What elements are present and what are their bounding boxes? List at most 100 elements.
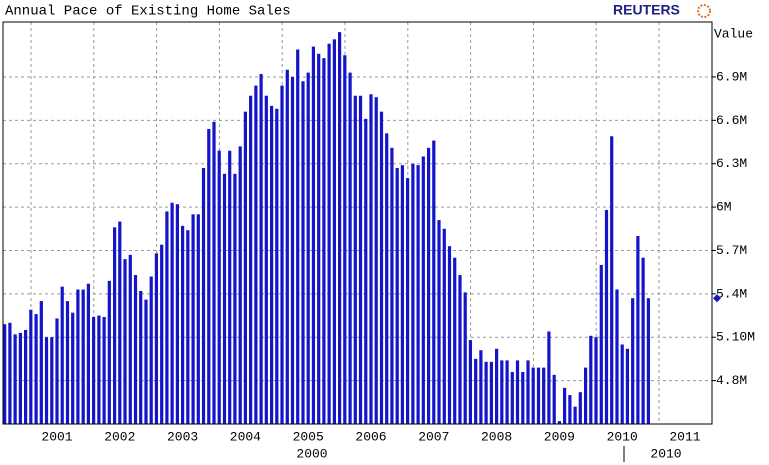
bar <box>411 163 415 425</box>
axis-label: Value <box>714 26 753 41</box>
bar <box>432 140 436 424</box>
bar <box>332 39 336 425</box>
bar <box>421 156 425 425</box>
x-tick-label: 2009 <box>544 429 575 444</box>
bar <box>447 246 452 424</box>
bar <box>97 315 101 424</box>
bar <box>290 76 295 424</box>
bar <box>536 367 541 424</box>
y-tick-label: 6.6M <box>716 113 747 128</box>
y-tick-label: 6.9M <box>716 69 747 84</box>
bar <box>144 299 148 424</box>
bar <box>369 94 373 424</box>
x-tick-label: 2002 <box>104 429 135 444</box>
bar <box>406 178 410 424</box>
bar <box>50 337 54 424</box>
bar <box>400 165 405 425</box>
bar <box>385 133 389 424</box>
plot-frame <box>2 21 713 425</box>
decade-label: 2000 <box>296 446 327 461</box>
bar <box>196 214 200 424</box>
bar <box>81 289 85 424</box>
x-tick-label: 2006 <box>355 429 386 444</box>
bar <box>563 387 567 424</box>
bar <box>453 257 457 424</box>
bar <box>515 360 520 424</box>
bar <box>186 230 190 424</box>
bar <box>269 105 274 424</box>
bar <box>212 121 216 424</box>
bar <box>631 298 635 424</box>
bar <box>348 72 352 424</box>
decade-label: 2010 <box>650 446 681 461</box>
bar <box>280 85 284 424</box>
x-tick-label: 2010 <box>607 429 638 444</box>
bar <box>86 283 91 424</box>
bar <box>374 97 378 424</box>
bar <box>233 173 237 424</box>
bar <box>468 340 473 424</box>
bar <box>604 209 609 424</box>
bar <box>510 371 514 424</box>
bar <box>92 316 96 424</box>
bar <box>494 348 499 424</box>
bar <box>573 406 577 424</box>
bar <box>71 312 75 424</box>
x-tick-label: 2001 <box>41 429 72 444</box>
bar <box>646 298 650 424</box>
bar <box>238 146 242 424</box>
bar <box>264 95 268 424</box>
bar <box>118 221 122 424</box>
bar <box>24 330 28 424</box>
bar <box>112 227 117 424</box>
bar <box>568 395 572 424</box>
y-tick-label: 6.3M <box>716 156 747 171</box>
bar <box>275 108 279 425</box>
bar <box>175 204 179 424</box>
bar <box>160 244 164 424</box>
bar <box>641 257 645 424</box>
bar <box>39 301 43 424</box>
bar <box>390 147 394 424</box>
bar <box>170 202 174 424</box>
bar <box>636 236 640 424</box>
bar <box>317 53 321 424</box>
bar <box>343 55 347 424</box>
logo-icon <box>697 4 711 18</box>
bar <box>458 275 462 424</box>
bar <box>589 335 593 424</box>
bar <box>181 225 185 424</box>
bar <box>254 85 258 424</box>
bar <box>526 360 530 424</box>
bar <box>416 165 420 425</box>
bar <box>521 371 525 424</box>
bar <box>55 318 59 424</box>
x-tick-label: 2007 <box>418 429 449 444</box>
bar <box>301 81 305 424</box>
bar <box>353 95 357 424</box>
bar <box>379 111 384 425</box>
bar <box>542 367 546 424</box>
bar <box>625 348 630 424</box>
bar <box>583 367 588 424</box>
bar <box>599 264 603 424</box>
bar <box>76 289 80 424</box>
bar <box>133 275 138 424</box>
bar <box>505 360 509 424</box>
last-value-marker <box>713 294 721 303</box>
bar <box>489 361 493 424</box>
bar <box>18 332 22 424</box>
bar <box>8 322 12 424</box>
y-tick-label: 6M <box>716 200 732 215</box>
bar <box>149 276 153 424</box>
bar <box>463 292 467 424</box>
bar <box>296 49 300 424</box>
bar <box>139 290 143 424</box>
bar <box>34 314 38 424</box>
bar <box>259 74 263 424</box>
bar <box>426 147 431 424</box>
bar <box>500 360 504 424</box>
bar <box>60 286 64 424</box>
